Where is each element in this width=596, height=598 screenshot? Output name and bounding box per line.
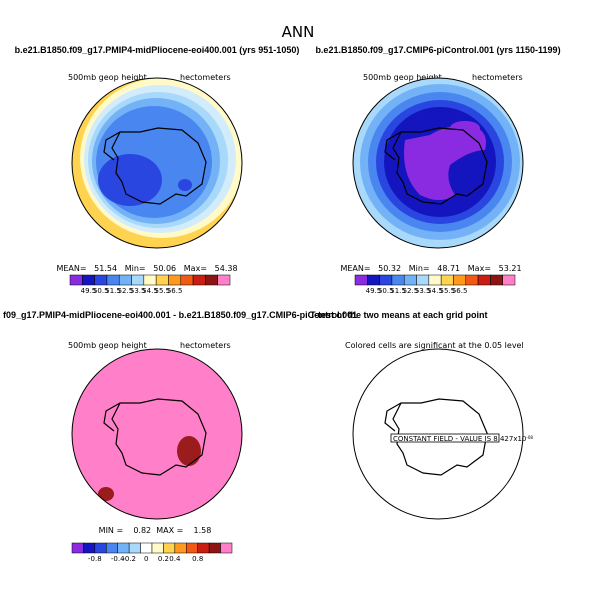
- colorbar-tick-label: 56.5: [167, 287, 183, 295]
- figure-title: ANN: [282, 23, 315, 41]
- colorbar-swatch: [128, 542, 141, 554]
- colorbar-swatch: [94, 274, 108, 286]
- colorbar-swatch: [205, 274, 218, 286]
- colorbar-swatch: [197, 542, 210, 554]
- colorbar-tick-label: 0.2: [158, 555, 169, 563]
- colorbar-tick-label: 53.5: [415, 287, 431, 295]
- panel-title: b.e21.B1850.f09_g17.CMIP6-piControl.001 …: [315, 45, 560, 55]
- colorbar-swatch: [117, 542, 130, 554]
- colorbar-tick-label: 55.5: [155, 287, 171, 295]
- colorbar-tick-label: 50.5: [93, 287, 109, 295]
- map-midpliocene: [72, 78, 242, 248]
- colorbar-swatch: [106, 542, 118, 554]
- panel-title: T-test of the two means at each grid poi…: [310, 310, 488, 320]
- panel-title: b.e21.B1850.f09_g17.PMIP4-midPliocene-eo…: [15, 45, 300, 55]
- stats-picontrol: MEAN= 50.32 Min= 48.71 Max= 53.21: [340, 264, 521, 273]
- units-label: hectometers: [180, 341, 231, 350]
- colorbar-swatch: [143, 274, 157, 286]
- panel-midpliocene: b.e21.B1850.f09_g17.PMIP4-midPliocene-eo…: [15, 45, 300, 249]
- antarctica-coastline: [103, 398, 207, 476]
- colorbar-tick-label: -0.2: [122, 555, 136, 563]
- colorbar-tick-label: -0.4: [111, 555, 125, 563]
- colorbar-picontrol: 49.550.551.552.553.554.555.556.5: [354, 274, 516, 295]
- colorbar-swatch: [118, 274, 132, 286]
- field-label: 500mb geop height: [68, 341, 147, 350]
- units-label: hectometers: [180, 73, 231, 82]
- panel-picontrol: b.e21.B1850.f09_g17.CMIP6-piControl.001 …: [315, 45, 561, 249]
- colorbar-swatch: [180, 274, 194, 286]
- colorbar-swatch: [208, 542, 221, 554]
- colorbar-midpliocene: 49.550.551.552.553.554.555.556.5: [69, 274, 231, 295]
- panel-ttest: T-test of the two means at each grid poi…: [310, 310, 533, 520]
- colorbar-swatch: [168, 274, 182, 286]
- colorbar-swatch: [155, 274, 169, 286]
- colorbar-swatch: [391, 274, 405, 286]
- colorbar-swatch: [379, 274, 393, 286]
- colorbar-swatch: [69, 274, 83, 286]
- colorbar-tick-label: 49.5: [81, 287, 97, 295]
- colorbar-tick-label: 54.5: [142, 287, 158, 295]
- colorbar-tick-label: -0.8: [88, 555, 102, 563]
- colorbar-swatch: [151, 542, 164, 554]
- colorbar-difference: -0.8 -0.4-0.2 0 0.2 0.4 0.8: [71, 542, 233, 563]
- field-label: 500mb geop height: [68, 73, 147, 82]
- map-picontrol: [353, 78, 523, 248]
- colorbar-tick-label: 53.5: [130, 287, 146, 295]
- colorbar-swatch: [465, 274, 479, 286]
- colorbar-swatch: [477, 274, 491, 286]
- colorbar-swatch: [217, 274, 231, 286]
- colorbar-tick-label: 51.5: [105, 287, 121, 295]
- colorbar-swatch: [416, 274, 430, 286]
- colorbar-swatch: [71, 542, 84, 554]
- colorbar-tick-label: 0.8: [192, 555, 203, 563]
- antarctica-coastline: [384, 127, 488, 205]
- field-label: 500mb geop height: [363, 73, 442, 82]
- colorbar-tick-label: 0: [144, 555, 148, 563]
- colorbar-swatch: [440, 274, 454, 286]
- colorbar-swatch: [131, 274, 145, 286]
- colorbar-swatch: [140, 542, 153, 554]
- stats-midpliocene: MEAN= 51.54 Min= 50.06 Max= 54.38: [56, 264, 237, 273]
- colorbar-swatch: [502, 274, 516, 286]
- map-difference: [72, 349, 242, 519]
- colorbar-swatch: [174, 542, 187, 554]
- colorbar-swatch: [83, 542, 96, 554]
- diff-stats: MIN = 0.82 MAX = 1.58: [99, 526, 212, 535]
- colorbar-tick-label: 52.5: [118, 287, 134, 295]
- colorbar-swatch: [367, 274, 380, 286]
- colorbar-swatch: [403, 274, 417, 286]
- colorbar-swatch: [106, 274, 120, 286]
- colorbar-swatch: [453, 274, 467, 286]
- colorbar-tick-label: 52.5: [403, 287, 419, 295]
- colorbar-swatch: [428, 274, 442, 286]
- colorbar-swatch: [354, 274, 368, 286]
- colorbar-tick-label: 56.5: [452, 287, 468, 295]
- significance-note: Colored cells are significant at the 0.0…: [345, 341, 524, 350]
- colorbar-tick-label: 54.5: [427, 287, 443, 295]
- colorbar-swatch: [186, 542, 198, 554]
- colorbar-tick-label: 50.5: [378, 287, 394, 295]
- colorbar-swatch: [490, 274, 503, 286]
- colorbar-tick-label: 0.4: [169, 555, 181, 563]
- colorbar-tick-label: 49.5: [366, 287, 382, 295]
- panel-difference: f09_g17.PMIP4-midPliocene-eoi400.001 - b…: [3, 310, 357, 535]
- colorbar-tick-label: 51.5: [390, 287, 406, 295]
- colorbar-swatch: [163, 542, 176, 554]
- constant-field-box: [390, 433, 500, 443]
- panel-title: f09_g17.PMIP4-midPliocene-eoi400.001 - b…: [3, 310, 357, 320]
- colorbar-swatch: [94, 542, 107, 554]
- antarctica-coastline: [103, 127, 207, 205]
- colorbar-swatch: [220, 542, 233, 554]
- constant-field-label: CONSTANT FIELD - VALUE IS 8.427x10-08: [393, 435, 533, 443]
- colorbar-tick-label: 55.5: [440, 287, 456, 295]
- units-label: hectometers: [472, 73, 523, 82]
- colorbar-swatch: [82, 274, 95, 286]
- colorbar-swatch: [192, 274, 206, 286]
